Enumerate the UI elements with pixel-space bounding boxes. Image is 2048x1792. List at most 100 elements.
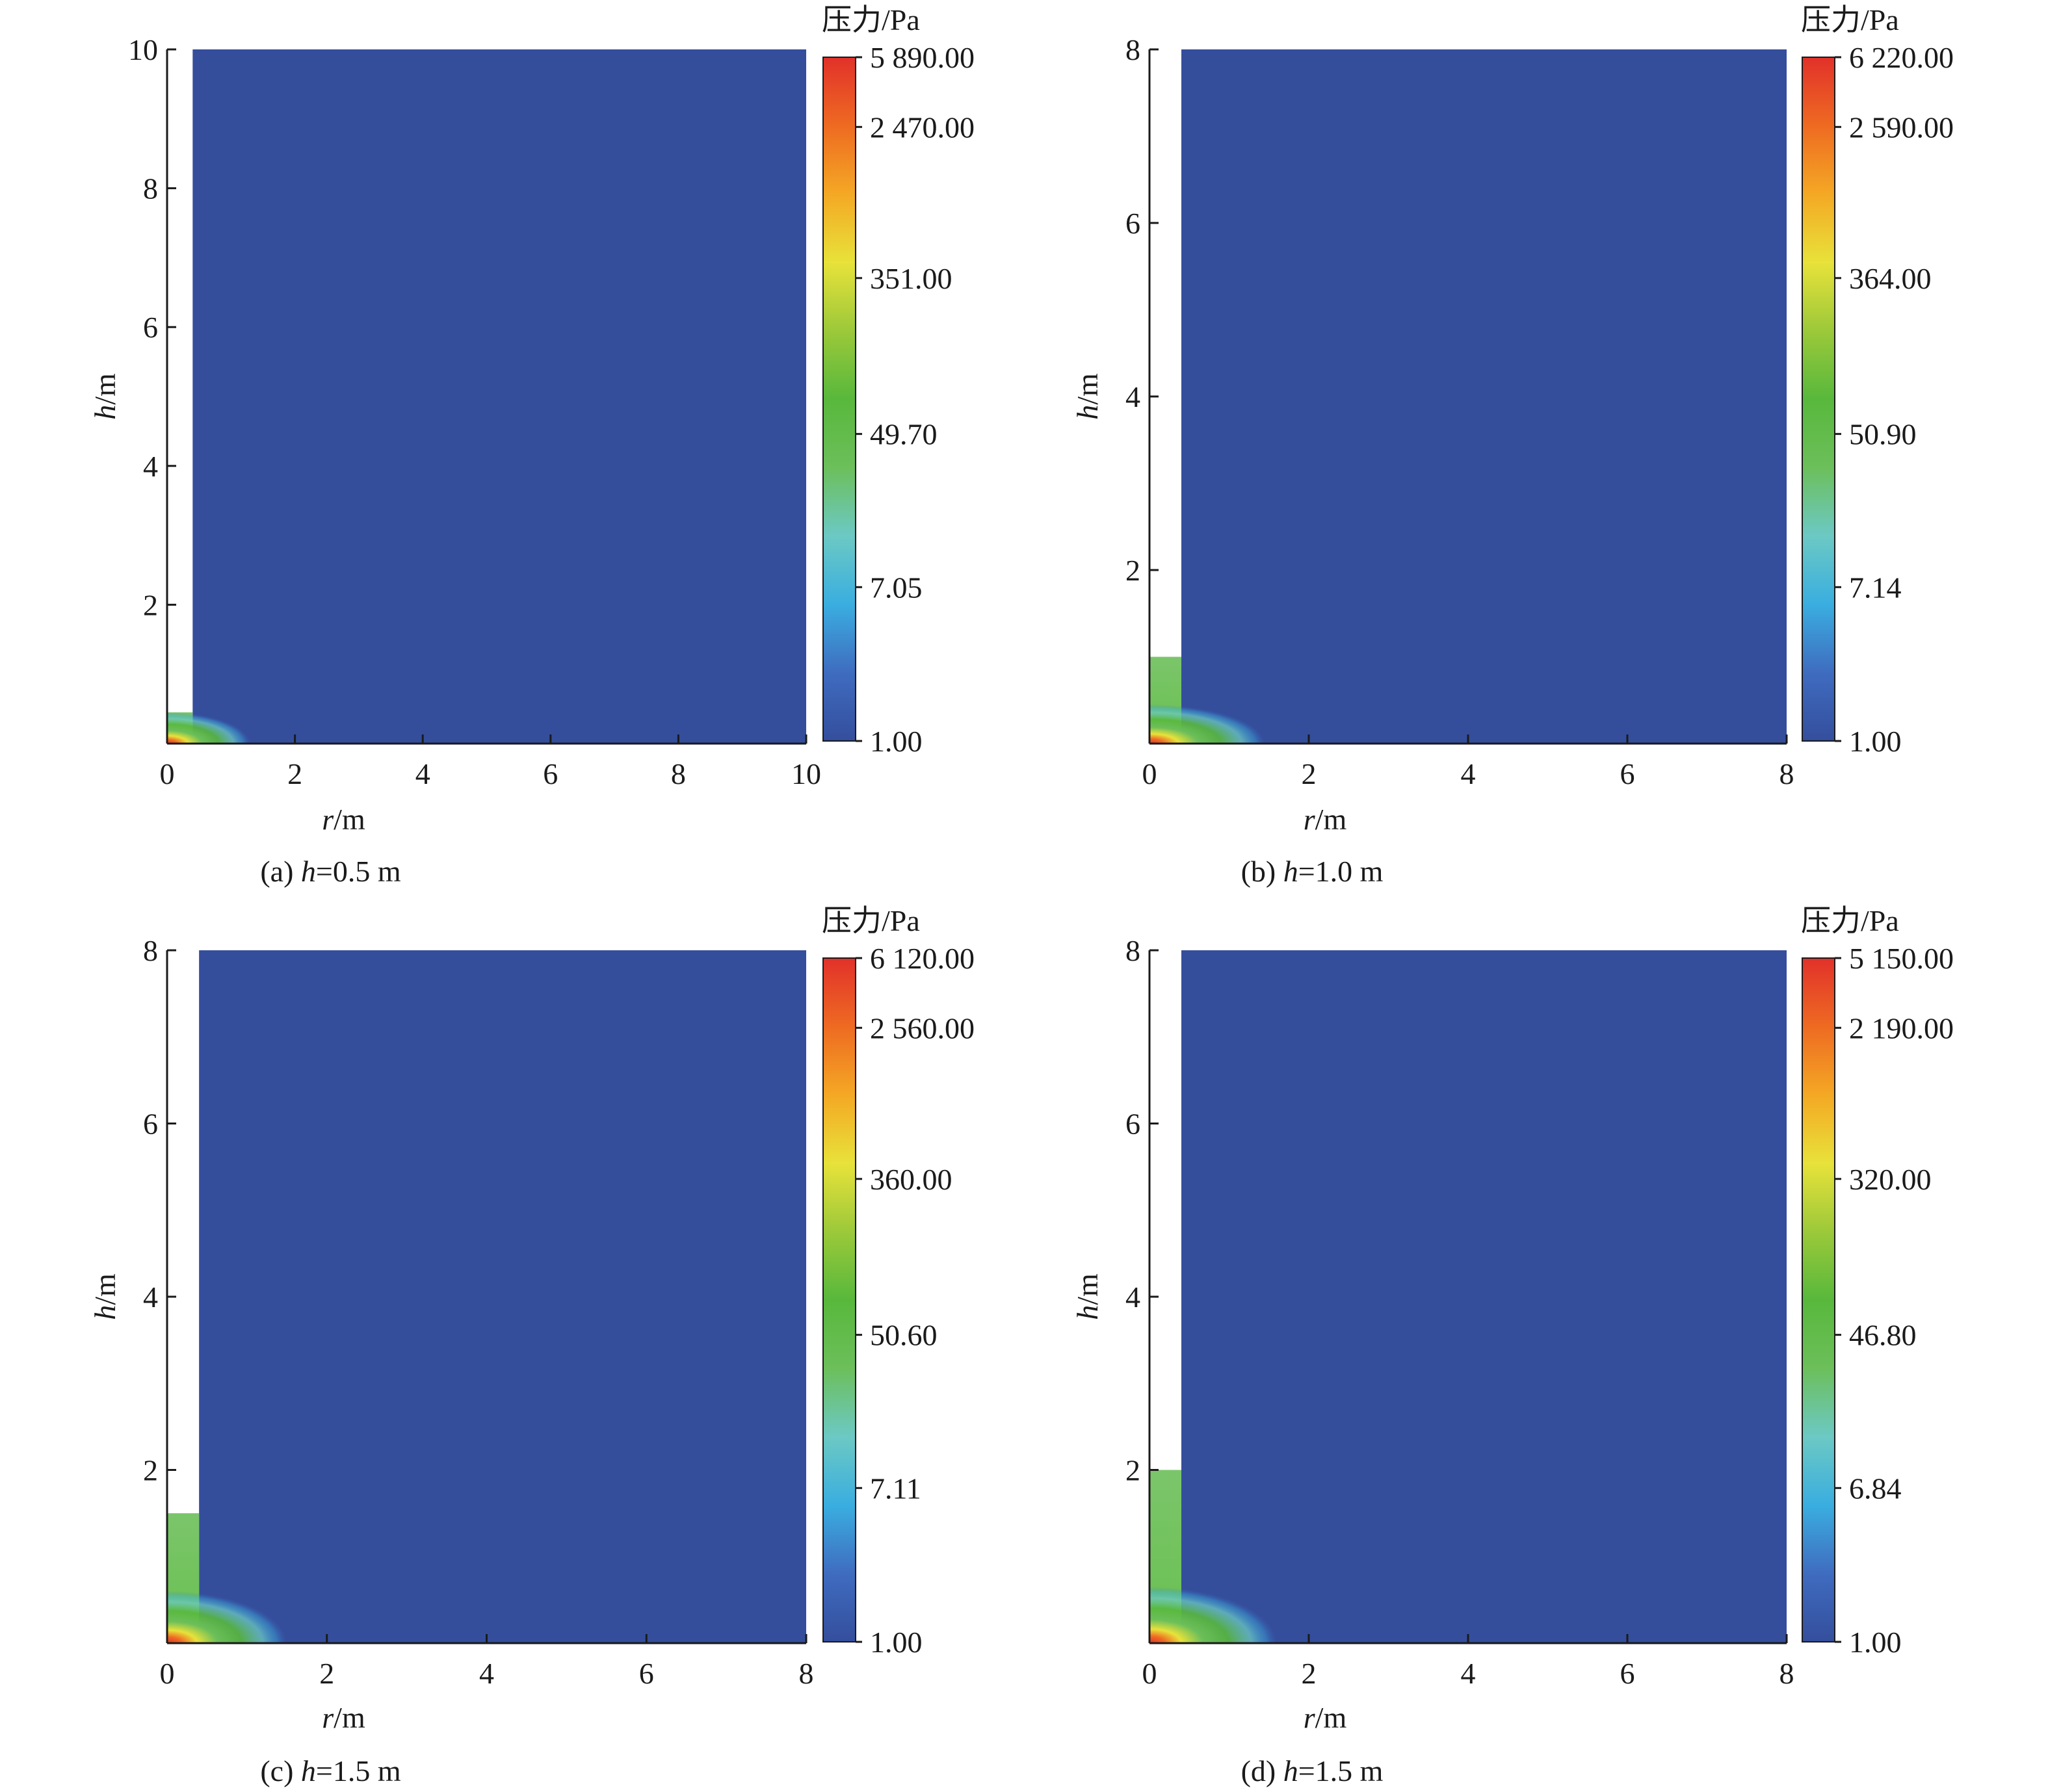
colorbar-title: 压力/Pa — [822, 3, 920, 36]
y-axis-unit: /m — [1071, 1273, 1104, 1305]
x-tick-label: 2 — [1302, 1657, 1317, 1690]
x-tick-label: 6 — [1620, 757, 1635, 790]
x-tick-label: 4 — [1461, 1657, 1476, 1690]
x-tick-label: 6 — [1620, 1657, 1635, 1690]
caption-var: h — [1283, 855, 1298, 888]
x-axis-title: r/m — [322, 803, 365, 836]
y-tick-label: 10 — [128, 33, 158, 66]
x-tick-label: 0 — [160, 757, 175, 790]
panel-caption: (a) h=0.5 m — [260, 855, 401, 888]
colorbar — [1802, 957, 1835, 1643]
colorbar-label: 7.11 — [870, 1472, 921, 1505]
colorbar-label: 2 470.00 — [870, 110, 975, 144]
x-axis-title: r/m — [1304, 1701, 1347, 1734]
colorbar-label: 50.60 — [870, 1319, 938, 1352]
x-axis-var: r — [322, 1701, 334, 1734]
colorbar-title: 压力/Pa — [1801, 3, 1899, 36]
colorbar-title: 压力/Pa — [822, 904, 920, 937]
colorbar-label: 1.00 — [1849, 1626, 1902, 1659]
y-axis-title: h/m — [88, 1273, 122, 1320]
y-tick-label: 8 — [143, 934, 158, 967]
caption-suffix: =1.5 m — [1298, 1754, 1384, 1787]
y-tick-label: 2 — [143, 1454, 158, 1487]
y-tick-label: 6 — [143, 1108, 158, 1141]
colorbar — [822, 57, 856, 742]
colorbar-label: 7.05 — [870, 571, 923, 604]
x-tick-label: 6 — [639, 1657, 654, 1690]
caption-prefix: (d) — [1241, 1754, 1283, 1787]
colorbar-label: 7.14 — [1849, 571, 1902, 604]
colorbar-label: 1.00 — [870, 725, 923, 758]
x-axis-unit: /m — [334, 1701, 365, 1734]
y-tick-label: 8 — [1125, 934, 1140, 967]
caption-suffix: =1.0 m — [1298, 855, 1384, 888]
x-tick-label: 0 — [1142, 757, 1157, 790]
caption-prefix: (a) — [260, 855, 301, 888]
x-axis-var: r — [1304, 803, 1316, 836]
x-tick-label: 2 — [319, 1657, 334, 1690]
colorbar-label: 351.00 — [870, 262, 952, 295]
colorbar-label: 2 190.00 — [1849, 1011, 1954, 1045]
x-tick-label: 0 — [1142, 1657, 1157, 1690]
panel-caption: (c) h=1.5 m — [260, 1754, 401, 1787]
x-tick-label: 10 — [791, 757, 821, 790]
pressure-field — [1181, 49, 1787, 744]
x-tick-label: 2 — [287, 757, 302, 790]
y-tick-label: 6 — [143, 311, 158, 344]
y-axis-var: h — [1071, 1305, 1104, 1320]
caption-suffix: =0.5 m — [316, 855, 401, 888]
y-tick-label: 2 — [1125, 1454, 1140, 1487]
y-axis-var: h — [88, 405, 122, 420]
y-tick-label: 8 — [1125, 33, 1140, 66]
y-tick-label: 8 — [143, 172, 158, 205]
x-axis-unit: /m — [1315, 1701, 1347, 1734]
y-axis-var: h — [1071, 405, 1104, 420]
colorbar-label: 1.00 — [1849, 725, 1902, 758]
colorbar-label: 6.84 — [1849, 1472, 1902, 1505]
x-axis-unit: /m — [334, 803, 365, 836]
x-axis-title: r/m — [1304, 803, 1347, 836]
y-tick-label: 4 — [143, 450, 158, 483]
colorbar-label: 364.00 — [1849, 262, 1932, 295]
colorbar-title: 压力/Pa — [1801, 904, 1899, 937]
x-tick-label: 8 — [671, 757, 686, 790]
caption-var: h — [301, 855, 316, 888]
y-tick-label: 6 — [1125, 207, 1140, 240]
x-tick-label: 6 — [543, 757, 558, 790]
colorbar-label: 5 890.00 — [870, 41, 975, 74]
x-tick-label: 8 — [1779, 1657, 1794, 1690]
y-axis-title: h/m — [1071, 1273, 1104, 1320]
pressure-hotspot — [167, 712, 250, 744]
x-tick-label: 2 — [1302, 757, 1317, 790]
pressure-field — [1181, 950, 1787, 1643]
y-axis-title: h/m — [88, 373, 122, 420]
y-tick-label: 4 — [1125, 380, 1140, 413]
x-tick-label: 4 — [479, 1657, 494, 1690]
y-axis-unit: /m — [88, 1273, 122, 1305]
y-axis-title: h/m — [1071, 373, 1104, 420]
y-tick-label: 2 — [143, 588, 158, 621]
x-tick-label: 8 — [1779, 757, 1794, 790]
colorbar-label: 46.80 — [1849, 1319, 1917, 1352]
caption-prefix: (c) — [260, 1754, 301, 1787]
colorbar-label: 6 120.00 — [870, 942, 975, 975]
caption-suffix: =1.5 m — [316, 1754, 401, 1787]
pressure-hotspot — [167, 1591, 287, 1643]
x-tick-label: 4 — [1461, 757, 1476, 790]
x-axis-var: r — [1304, 1701, 1316, 1734]
colorbar-label: 2 590.00 — [1849, 110, 1954, 144]
x-tick-label: 0 — [160, 1657, 175, 1690]
caption-prefix: (b) — [1241, 855, 1283, 888]
caption-var: h — [301, 1754, 316, 1787]
x-axis-unit: /m — [1315, 803, 1347, 836]
y-tick-label: 2 — [1125, 554, 1140, 587]
x-tick-label: 8 — [799, 1657, 814, 1690]
colorbar-label: 50.90 — [1849, 418, 1917, 451]
y-axis-unit: /m — [88, 373, 122, 405]
pressure-field — [199, 950, 806, 1643]
caption-var: h — [1283, 1754, 1298, 1787]
